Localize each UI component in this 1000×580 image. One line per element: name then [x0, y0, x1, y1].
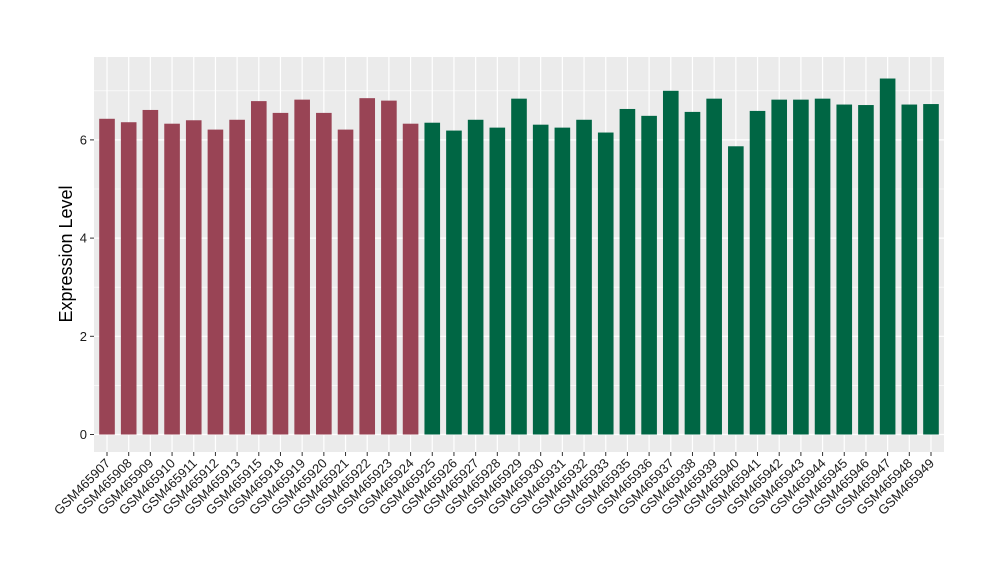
bar-GSM465928 — [489, 127, 506, 435]
bar-GSM465943 — [793, 99, 809, 435]
bar-GSM465911 — [185, 120, 202, 435]
y-axis: 0 2 4 6 — [80, 132, 94, 442]
bar-GSM465907 — [99, 118, 115, 435]
bar-GSM465929 — [511, 98, 527, 435]
y-tick-label: 0 — [80, 427, 87, 442]
bar-GSM465938 — [684, 111, 701, 435]
bar-GSM465913 — [229, 119, 245, 435]
bar-GSM465931 — [554, 127, 571, 435]
bar-GSM465918 — [272, 112, 289, 435]
bar-GSM465915 — [250, 101, 267, 435]
bars — [99, 78, 939, 435]
bar-GSM465927 — [467, 119, 484, 435]
bar-GSM465924 — [402, 123, 419, 435]
bar-GSM465909 — [142, 109, 159, 435]
bar-GSM465937 — [662, 90, 679, 435]
y-tick-label: 4 — [80, 231, 87, 246]
bar-GSM465947 — [879, 78, 896, 435]
y-tick-label: 2 — [80, 329, 87, 344]
bar-GSM465933 — [597, 132, 614, 435]
bar-GSM465926 — [446, 130, 462, 435]
bar-GSM465932 — [576, 119, 592, 435]
bar-GSM465946 — [858, 105, 874, 435]
bar-GSM465948 — [901, 104, 918, 435]
bar-GSM465908 — [120, 122, 137, 435]
bar-GSM465921 — [337, 129, 354, 435]
bar-GSM465910 — [164, 123, 180, 435]
bar-GSM465923 — [381, 100, 397, 435]
bar-GSM465936 — [641, 115, 657, 435]
bar-GSM465919 — [294, 99, 310, 435]
bar-GSM465912 — [207, 129, 224, 435]
bar-GSM465939 — [706, 98, 722, 435]
y-axis-title: Expression Level — [56, 185, 76, 322]
bar-GSM465920 — [316, 112, 332, 435]
bar-GSM465922 — [359, 98, 376, 435]
bar-GSM465941 — [749, 110, 766, 435]
bar-GSM465930 — [532, 124, 549, 435]
bar-GSM465925 — [424, 122, 441, 435]
y-tick-label: 6 — [80, 132, 87, 147]
bar-GSM465940 — [728, 146, 744, 435]
x-axis: GSM465907GSM465908GSM465909GSM465910GSM4… — [51, 452, 937, 518]
bar-GSM465942 — [771, 99, 788, 435]
bar-GSM465935 — [619, 108, 636, 435]
bar-GSM465945 — [836, 104, 853, 435]
bar-GSM465949 — [923, 104, 939, 435]
bar-GSM465944 — [814, 98, 831, 435]
